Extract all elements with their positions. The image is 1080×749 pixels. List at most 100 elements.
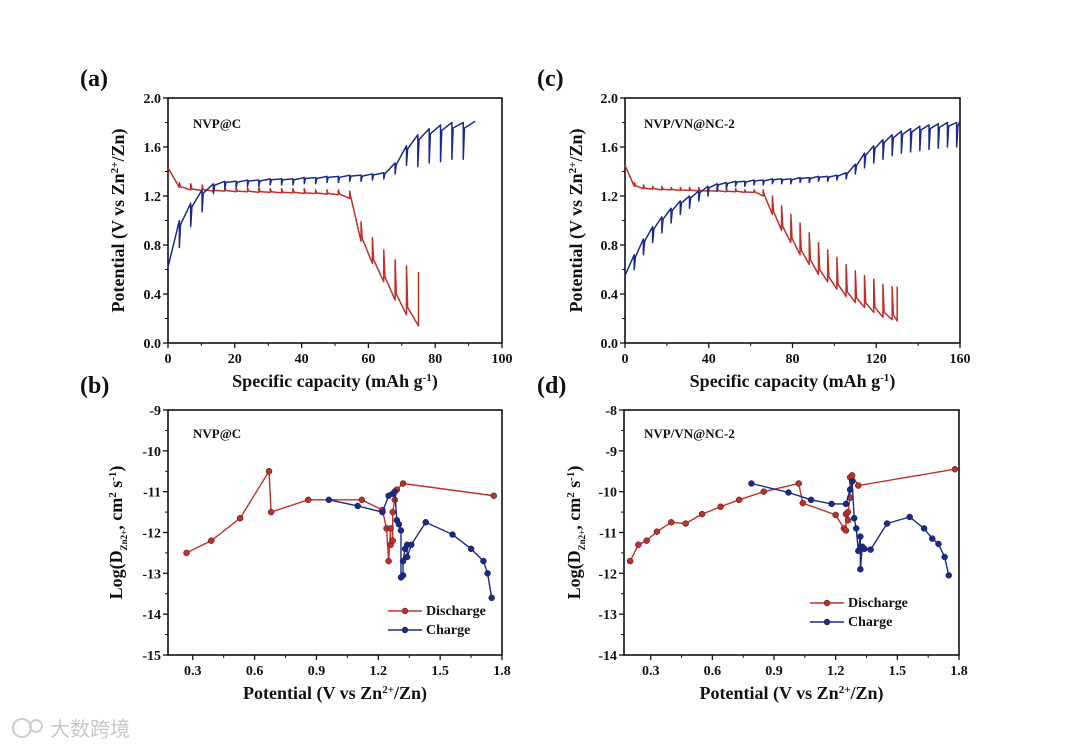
discharge-data-point <box>735 496 743 504</box>
discharge-data-point <box>635 541 642 548</box>
label-part: -1 <box>880 372 889 384</box>
discharge-data-point <box>682 520 689 527</box>
panel-a: (a) 0 20 40 60 80 100 0.0 0.4 0.8 1.2 1.6 2.0 Specifi… <box>80 66 513 392</box>
discharge-data-point <box>855 482 862 489</box>
charge-data-point <box>484 570 491 577</box>
x-tick-label: 60 <box>361 352 375 367</box>
label-part: ) <box>432 371 438 392</box>
label-part: Potential (V vs Zn <box>243 683 382 704</box>
charge-data-point <box>935 540 942 548</box>
charge-data-point <box>397 527 405 534</box>
y-tick-label: -13 <box>142 567 161 582</box>
x-axis-title: Potential (V vs Zn2+/Zn) <box>700 683 884 704</box>
discharge-data-point <box>389 537 396 544</box>
x-tick-label: 0.3 <box>642 664 660 679</box>
y-axis-title: Potential (V vs Zn2+/Zn) <box>566 129 587 313</box>
label-part: 2+ <box>567 162 579 174</box>
charge-data-point <box>408 541 415 548</box>
label-part: 2+ <box>382 684 394 696</box>
label-part: /Zn) <box>393 683 427 704</box>
y-tick-label: 1.2 <box>601 190 619 205</box>
y-tick-label: 0.8 <box>144 239 162 254</box>
charge-data-point <box>467 545 475 553</box>
x-tick-label: 100 <box>492 352 513 367</box>
discharge-data-point <box>760 488 768 495</box>
discharge-data-point <box>668 519 675 526</box>
charge-data-point <box>846 486 854 493</box>
label-part: , cm <box>106 498 126 530</box>
charge-data-point <box>748 480 755 487</box>
legend-marker <box>401 607 409 615</box>
charge-data-point <box>828 500 835 508</box>
label-part: Specific capacity (mAh g <box>690 371 880 392</box>
discharge-series-line <box>629 468 956 562</box>
legend-label: Discharge <box>848 596 908 611</box>
x-tick-label: 0 <box>622 352 629 367</box>
charge-data-point <box>861 545 868 553</box>
charge-data-point <box>403 553 411 561</box>
discharge-data-point <box>717 503 724 511</box>
plot-frame <box>624 97 961 344</box>
x-tick-label: 0 <box>165 352 172 367</box>
y-tick-label: 0.8 <box>601 239 619 254</box>
y-tick-label: -10 <box>598 486 617 501</box>
charge-data-point <box>857 533 864 540</box>
label-part: 2+ <box>109 162 121 174</box>
charge-data-point <box>929 535 936 542</box>
x-axis-title: Potential (V vs Zn2+/Zn) <box>243 683 427 704</box>
charge-data-point <box>354 502 361 510</box>
discharge-data-point <box>844 508 852 516</box>
y-tick-label: -9 <box>149 404 161 419</box>
y-tick-label: -12 <box>142 527 161 542</box>
discharge-data-point <box>842 527 850 534</box>
sample-label: NVP/VN@NC-2 <box>644 426 735 441</box>
x-tick-label: 160 <box>950 352 971 367</box>
x-tick-label: 1.8 <box>950 664 968 679</box>
y-tick-label: 1.6 <box>601 141 619 156</box>
label-part: 2 <box>107 492 119 498</box>
legend-label: Charge <box>426 623 470 638</box>
label-part: 2 <box>565 492 577 498</box>
legend-label: Discharge <box>426 604 486 619</box>
x-tick-label: 40 <box>295 352 309 367</box>
watermark-logo-icon <box>12 718 43 738</box>
charge-data-point <box>867 546 874 553</box>
x-tick-label: 120 <box>866 352 887 367</box>
y-tick-label: -11 <box>599 527 617 542</box>
panel-d: (d)0.3 0.6 0.9 1.2 1.5 1.8-14-13-12-11-10-9-8… <box>537 373 968 704</box>
charge-data-point <box>842 500 850 508</box>
x-tick-label: 1.8 <box>493 664 511 679</box>
panel-label: (a) <box>80 66 108 92</box>
charge-gitt-curve <box>624 120 961 276</box>
x-tick-label: 1.5 <box>431 664 449 679</box>
charge-data-point <box>848 478 856 485</box>
label-part: Log(D <box>564 550 585 599</box>
x-axis-title: Specific capacity (mAh g-1) <box>690 371 896 392</box>
legend-marker <box>401 626 409 634</box>
x-tick-label: 40 <box>702 352 716 367</box>
charge-data-point <box>379 508 386 516</box>
y-tick-label: -9 <box>605 445 617 460</box>
y-tick-label: -15 <box>142 649 161 664</box>
label-part: s <box>564 481 584 493</box>
charge-data-point <box>488 594 495 602</box>
y-tick-label: 2.0 <box>601 92 619 107</box>
y-axis-title: Log(DZn2+, cm2 s-1) <box>106 466 129 600</box>
label-part: /Zn) <box>566 129 587 163</box>
charge-data-point <box>906 513 913 521</box>
panel-c: (c) 0 40 80 120 160 0.0 0.4 0.8 1.2 1.6 2.0 Specific… <box>537 66 971 392</box>
sample-label: NVP@C <box>193 426 241 441</box>
x-axis-title: Specific capacity (mAh g-1) <box>232 371 438 392</box>
panel-label: (c) <box>537 66 564 92</box>
panel-b: (b)0.3 0.6 0.9 1.2 1.5 1.8-15-14-13-12-11-10-… <box>80 373 511 704</box>
x-tick-label: 0.3 <box>184 664 202 679</box>
y-tick-label: 1.6 <box>144 141 162 156</box>
discharge-data-point <box>236 514 244 522</box>
label-part: ) <box>889 371 895 392</box>
y-tick-label: -13 <box>598 608 617 623</box>
label-part: s <box>106 481 126 493</box>
charge-data-point <box>807 496 815 504</box>
charge-data-point <box>422 519 429 526</box>
panel-label: (b) <box>80 373 109 399</box>
label-part: Potential (V vs Zn <box>566 173 587 312</box>
